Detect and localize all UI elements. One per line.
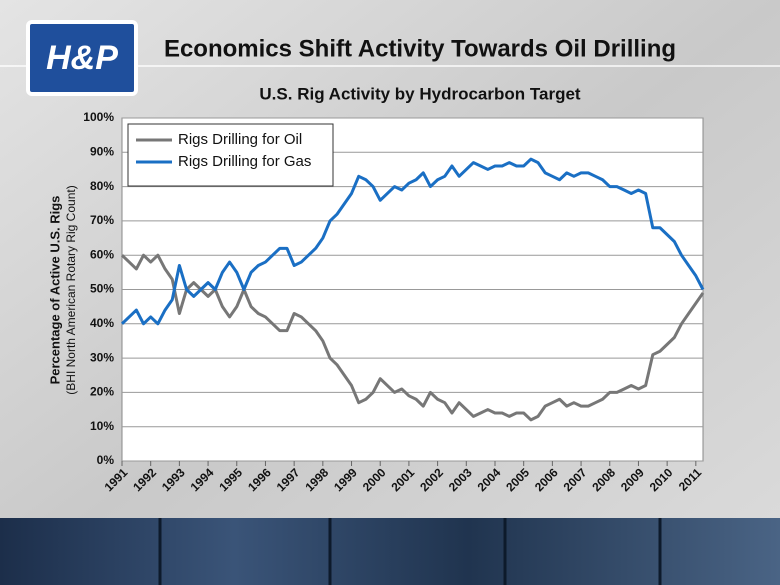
y-axis-note: (BHI North American Rotary Rig Count) bbox=[64, 185, 78, 394]
y-tick-label: 60% bbox=[90, 247, 114, 261]
logo bbox=[26, 20, 138, 96]
y-tick-label: 0% bbox=[97, 453, 115, 467]
slide-title: Economics Shift Activity Towards Oil Dri… bbox=[164, 35, 676, 62]
y-tick-label: 90% bbox=[90, 144, 114, 158]
y-tick-label: 70% bbox=[90, 213, 114, 227]
y-tick-label: 100% bbox=[83, 110, 114, 124]
logo-text: H&P bbox=[46, 39, 118, 77]
y-tick-label: 40% bbox=[90, 316, 114, 330]
photo-dividers bbox=[158, 518, 662, 585]
legend-box bbox=[127, 123, 334, 187]
y-tick-label: 50% bbox=[90, 282, 114, 296]
y-tick-label: 10% bbox=[90, 419, 114, 433]
data-line bbox=[120, 157, 705, 326]
y-axis-title: Percentage of Active U.S. Rigs bbox=[47, 196, 62, 385]
legend-label: Rigs Drilling for Gas bbox=[178, 153, 311, 170]
y-tick-label: 80% bbox=[90, 179, 114, 193]
y-tick-label: 30% bbox=[90, 350, 114, 364]
data-line bbox=[120, 253, 705, 422]
photo-strip bbox=[0, 518, 780, 585]
chart-title: U.S. Rig Activity by Hydrocarbon Target bbox=[259, 84, 581, 103]
y-tick-label: 20% bbox=[90, 385, 114, 399]
legend-label: Rigs Drilling for Oil bbox=[178, 131, 302, 148]
